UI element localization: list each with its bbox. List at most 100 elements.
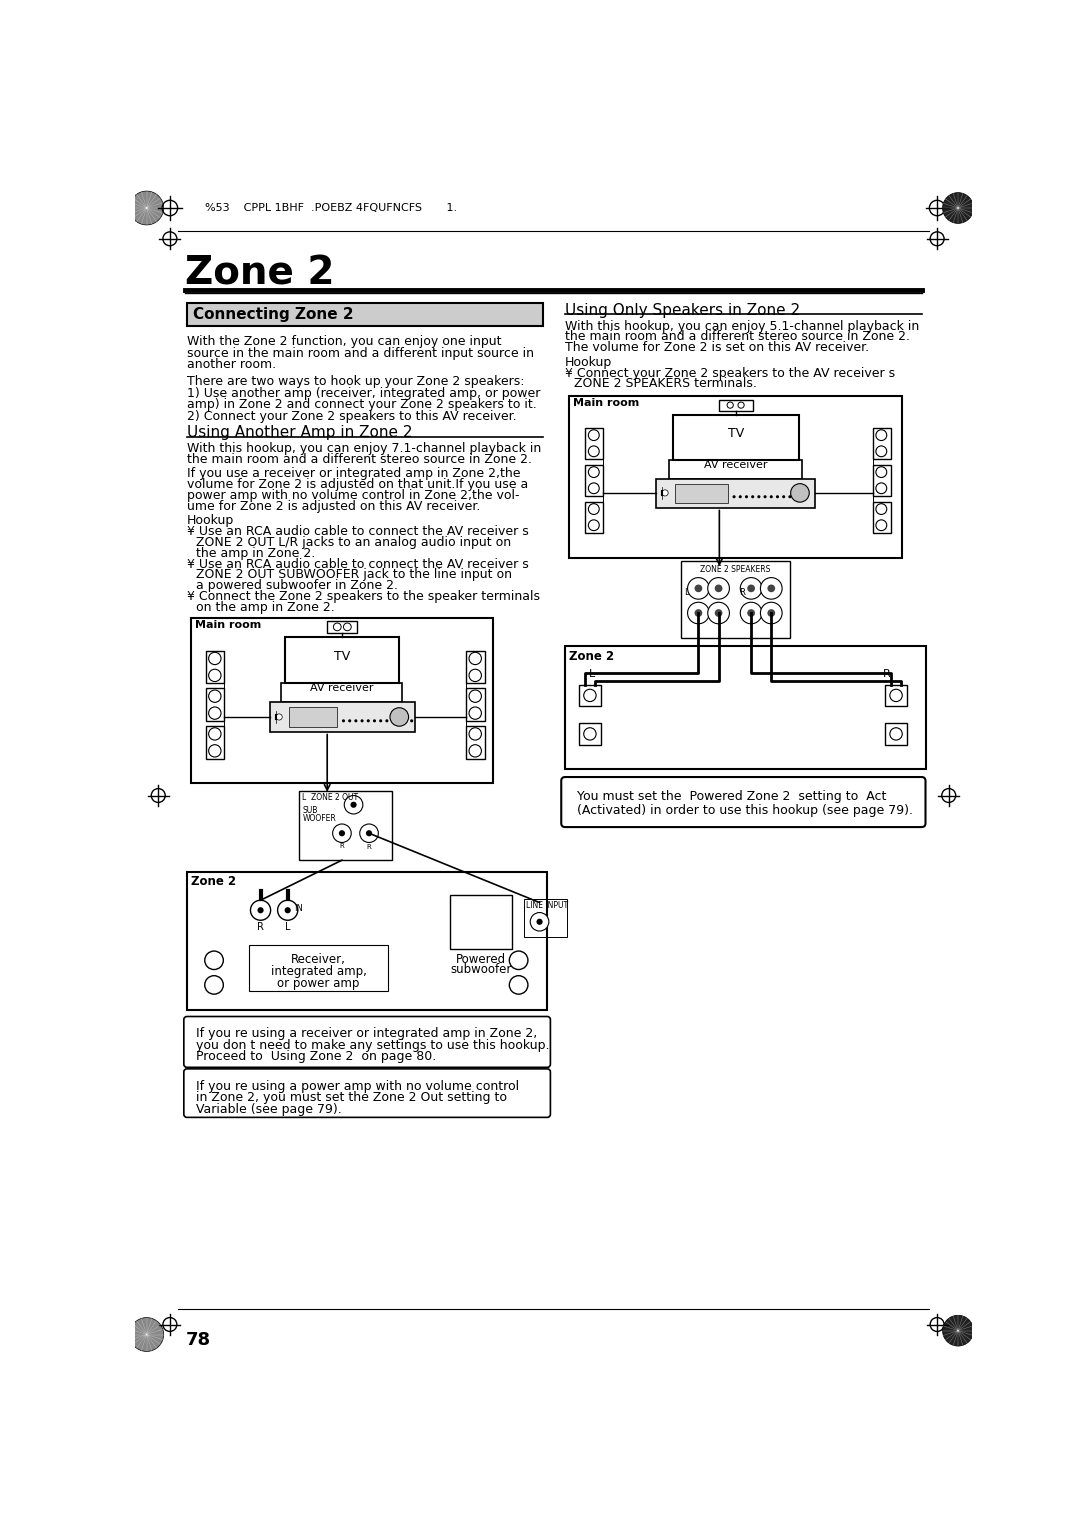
Text: ¥ Use an RCA audio cable to connect the AV receiver s: ¥ Use an RCA audio cable to connect the … <box>187 558 529 570</box>
Text: If you re using a receiver or integrated amp in Zone 2,: If you re using a receiver or integrated… <box>197 1027 538 1041</box>
Text: ZONE 2 SPEAKERS: ZONE 2 SPEAKERS <box>701 565 771 575</box>
Text: ZONE 2 OUT SUBWOOFER jack to the line input on: ZONE 2 OUT SUBWOOFER jack to the line in… <box>197 568 512 581</box>
Text: There are two ways to hook up your Zone 2 speakers:: There are two ways to hook up your Zone … <box>187 374 525 388</box>
Text: Main room: Main room <box>194 620 261 630</box>
Circle shape <box>747 585 755 593</box>
Bar <box>886 723 907 744</box>
Text: in Zone 2, you must set the Zone 2 Out setting to: in Zone 2, you must set the Zone 2 Out s… <box>197 1091 508 1105</box>
Text: Connecting Zone 2: Connecting Zone 2 <box>193 307 354 321</box>
Text: power amp with no volume control in Zone 2,the vol-: power amp with no volume control in Zone… <box>187 489 519 503</box>
Bar <box>719 400 753 411</box>
Circle shape <box>257 908 264 914</box>
Circle shape <box>745 495 748 498</box>
Text: source in the main room and a different input source in: source in the main room and a different … <box>187 347 534 359</box>
Text: the main room and a different stereo source in Zone 2.: the main room and a different stereo sou… <box>565 330 910 344</box>
Bar <box>585 465 603 497</box>
Circle shape <box>715 610 723 617</box>
Circle shape <box>740 602 762 623</box>
Circle shape <box>768 610 775 617</box>
Circle shape <box>367 720 369 723</box>
Bar <box>187 303 543 325</box>
Text: With this hookup, you can enjoy 5.1-channel playback in: With this hookup, you can enjoy 5.1-chan… <box>565 319 919 333</box>
Text: LINE INPUT: LINE INPUT <box>526 902 568 911</box>
Text: R: R <box>257 921 264 932</box>
Text: Receiver,: Receiver, <box>292 952 346 966</box>
Text: Using Only Speakers in Zone 2: Using Only Speakers in Zone 2 <box>565 303 800 318</box>
Circle shape <box>662 490 669 497</box>
Text: subwoofer: subwoofer <box>450 963 512 976</box>
Text: Zone 2: Zone 2 <box>191 876 235 888</box>
Text: R: R <box>882 669 891 680</box>
Text: AV receiver: AV receiver <box>704 460 768 471</box>
Bar <box>284 637 400 683</box>
Text: ZONE 2 SPEAKERS terminals.: ZONE 2 SPEAKERS terminals. <box>575 377 757 390</box>
Bar <box>465 726 485 758</box>
Text: L: L <box>685 588 689 597</box>
Circle shape <box>694 610 702 617</box>
Circle shape <box>354 720 357 723</box>
Circle shape <box>379 720 382 723</box>
Text: TV: TV <box>334 649 350 663</box>
Text: the main room and a different stereo source in Zone 2.: the main room and a different stereo sou… <box>187 452 532 466</box>
Text: SUB: SUB <box>302 807 318 816</box>
Text: (Activated) in order to use this hookup (see page 79).: (Activated) in order to use this hookup … <box>577 804 913 817</box>
Bar <box>327 622 357 633</box>
Text: Proceed to  Using Zone 2  on page 80.: Proceed to Using Zone 2 on page 80. <box>197 1050 436 1063</box>
Text: Zone 2: Zone 2 <box>569 649 615 663</box>
Bar <box>282 683 403 703</box>
Bar <box>569 396 902 558</box>
Circle shape <box>397 720 401 723</box>
Circle shape <box>278 900 298 920</box>
Bar <box>585 503 603 533</box>
Circle shape <box>800 495 804 498</box>
Bar <box>579 723 600 744</box>
Text: ZONE 2 OUT L/R jacks to an analog audio input on: ZONE 2 OUT L/R jacks to an analog audio … <box>197 536 511 549</box>
Circle shape <box>373 720 376 723</box>
Bar <box>450 895 512 949</box>
Circle shape <box>764 495 767 498</box>
Text: another room.: another room. <box>187 358 276 371</box>
Circle shape <box>537 918 542 924</box>
Circle shape <box>348 720 351 723</box>
Text: L: L <box>285 921 291 932</box>
Circle shape <box>392 720 394 723</box>
Text: Powered: Powered <box>457 952 507 966</box>
Circle shape <box>251 900 271 920</box>
Text: Zone 2: Zone 2 <box>186 254 335 292</box>
Bar <box>191 617 494 784</box>
Circle shape <box>791 484 809 503</box>
Circle shape <box>757 495 760 498</box>
Circle shape <box>782 495 785 498</box>
Text: You must set the  Powered Zone 2  setting to  Act: You must set the Powered Zone 2 setting … <box>577 790 886 804</box>
Text: or power amp: or power amp <box>278 978 360 990</box>
Circle shape <box>732 495 735 498</box>
Bar <box>248 944 389 992</box>
Bar <box>886 685 907 706</box>
Bar <box>585 428 603 458</box>
Circle shape <box>386 720 389 723</box>
Text: the amp in Zone 2.: the amp in Zone 2. <box>197 547 315 559</box>
Text: volume for Zone 2 is adjusted on that unit.If you use a: volume for Zone 2 is adjusted on that un… <box>187 478 528 492</box>
Text: R: R <box>739 588 744 597</box>
Bar <box>873 465 891 497</box>
Text: With this hookup, you can enjoy 7.1-channel playback in: With this hookup, you can enjoy 7.1-chan… <box>187 442 541 455</box>
Circle shape <box>707 602 729 623</box>
Text: The volume for Zone 2 is set on this AV receiver.: The volume for Zone 2 is set on this AV … <box>565 341 869 354</box>
Text: Variable (see page 79).: Variable (see page 79). <box>197 1103 342 1115</box>
Bar <box>465 689 485 721</box>
Bar <box>205 651 225 683</box>
Text: ¥ Use an RCA audio cable to connect the AV receiver s: ¥ Use an RCA audio cable to connect the … <box>187 526 529 538</box>
Bar <box>205 726 225 758</box>
Bar <box>187 872 548 1010</box>
Circle shape <box>795 495 798 498</box>
Text: ¥ Connect the Zone 2 speakers to the speaker terminals: ¥ Connect the Zone 2 speakers to the spe… <box>187 590 540 604</box>
Circle shape <box>130 1317 164 1351</box>
Circle shape <box>333 824 351 842</box>
Text: 2) Connect your Zone 2 speakers to this AV receiver.: 2) Connect your Zone 2 speakers to this … <box>187 410 516 423</box>
Text: %53    CPPL 1BHF  .POEBZ 4FQUFNCFS       1.: %53 CPPL 1BHF .POEBZ 4FQUFNCFS 1. <box>205 203 457 214</box>
Circle shape <box>366 830 373 836</box>
Circle shape <box>747 610 755 617</box>
Circle shape <box>361 720 364 723</box>
Text: TV: TV <box>728 428 744 440</box>
Circle shape <box>390 707 408 726</box>
